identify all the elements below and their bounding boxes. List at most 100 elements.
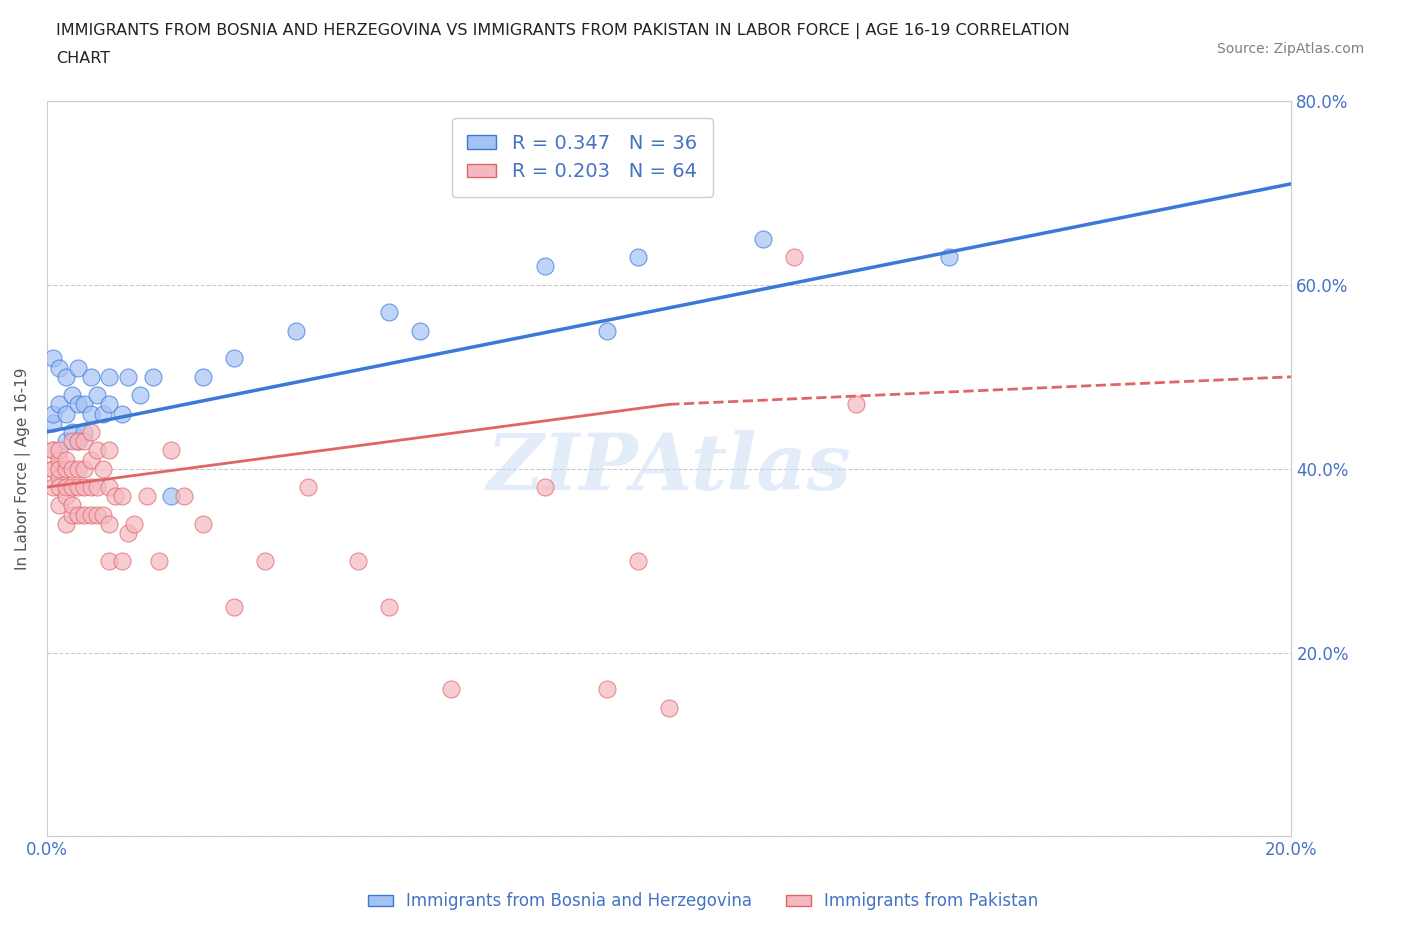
Point (627, 553, 650, 568)
Point (86, 507, 108, 522)
Point (55, 433, 77, 448)
Point (98, 480, 121, 495)
Point (117, 525, 139, 540)
Point (533, 480, 555, 495)
Point (48, 461, 70, 476)
Point (60, 480, 83, 495)
Point (60, 461, 83, 476)
Point (42, 443, 65, 458)
Point (42, 406, 65, 421)
Point (67, 433, 90, 448)
Point (42, 351, 65, 365)
Point (67, 507, 90, 522)
Point (42, 461, 65, 476)
Point (98, 443, 121, 458)
Point (48, 471, 70, 485)
Point (173, 489, 195, 504)
Point (148, 553, 170, 568)
Point (297, 480, 319, 495)
Point (533, 259, 555, 274)
Point (86, 480, 108, 495)
Point (117, 369, 139, 384)
Point (253, 553, 276, 568)
Point (627, 250, 650, 265)
Text: IMMIGRANTS FROM BOSNIA AND HERZEGOVINA VS IMMIGRANTS FROM PAKISTAN IN LABOR FORC: IMMIGRANTS FROM BOSNIA AND HERZEGOVINA V… (56, 23, 1070, 39)
Point (55, 461, 77, 476)
Point (42, 443, 65, 458)
Point (67, 461, 90, 476)
Point (98, 553, 121, 568)
Point (67, 397, 90, 412)
Point (111, 406, 134, 421)
Point (48, 452, 70, 467)
Point (42, 480, 65, 495)
Point (79, 452, 101, 467)
Point (42, 461, 65, 476)
Point (751, 232, 773, 246)
Point (60, 433, 83, 448)
Point (48, 397, 70, 412)
Point (55, 489, 77, 504)
Point (98, 397, 121, 412)
Point (55, 369, 77, 384)
Point (160, 489, 183, 504)
Point (79, 406, 101, 421)
Point (98, 516, 121, 531)
Point (222, 351, 245, 365)
Legend: Immigrants from Bosnia and Herzegovina, Immigrants from Pakistan: Immigrants from Bosnia and Herzegovina, … (361, 885, 1045, 917)
Point (55, 452, 77, 467)
Point (55, 516, 77, 531)
Point (86, 443, 108, 458)
Point (191, 369, 214, 384)
Text: Source: ZipAtlas.com: Source: ZipAtlas.com (1216, 42, 1364, 56)
Point (60, 424, 83, 439)
Point (73, 397, 96, 412)
Point (73, 507, 96, 522)
Point (67, 433, 90, 448)
Point (409, 324, 432, 339)
Point (60, 498, 83, 513)
Point (378, 599, 401, 614)
Text: ZIPAtlas: ZIPAtlas (486, 431, 852, 507)
Point (91, 406, 114, 421)
Point (98, 369, 121, 384)
Point (60, 388, 83, 403)
Point (73, 424, 96, 439)
Point (48, 498, 70, 513)
Point (79, 480, 101, 495)
Point (42, 416, 65, 431)
Point (142, 369, 165, 384)
Point (55, 406, 77, 421)
Y-axis label: In Labor Force | Age 16-19: In Labor Force | Age 16-19 (15, 367, 31, 570)
Point (111, 553, 134, 568)
Point (67, 360, 90, 375)
Point (73, 480, 96, 495)
Point (222, 599, 245, 614)
Point (60, 507, 83, 522)
Point (79, 424, 101, 439)
Point (73, 433, 96, 448)
Point (48, 443, 70, 458)
Point (48, 360, 70, 375)
Point (67, 480, 90, 495)
Point (91, 507, 114, 522)
Point (596, 682, 619, 697)
Point (55, 480, 77, 495)
Point (440, 682, 463, 697)
Point (347, 553, 370, 568)
Point (845, 397, 868, 412)
Point (122, 516, 145, 531)
Point (378, 305, 401, 320)
Point (79, 507, 101, 522)
Point (48, 480, 70, 495)
Point (135, 489, 157, 504)
Point (79, 369, 101, 384)
Legend: R = 0.347   N = 36, R = 0.203   N = 64: R = 0.347 N = 36, R = 0.203 N = 64 (451, 118, 713, 197)
Point (160, 443, 183, 458)
Point (111, 489, 134, 504)
Point (596, 324, 619, 339)
Point (284, 324, 307, 339)
Point (782, 250, 804, 265)
Point (191, 516, 214, 531)
Point (86, 388, 108, 403)
